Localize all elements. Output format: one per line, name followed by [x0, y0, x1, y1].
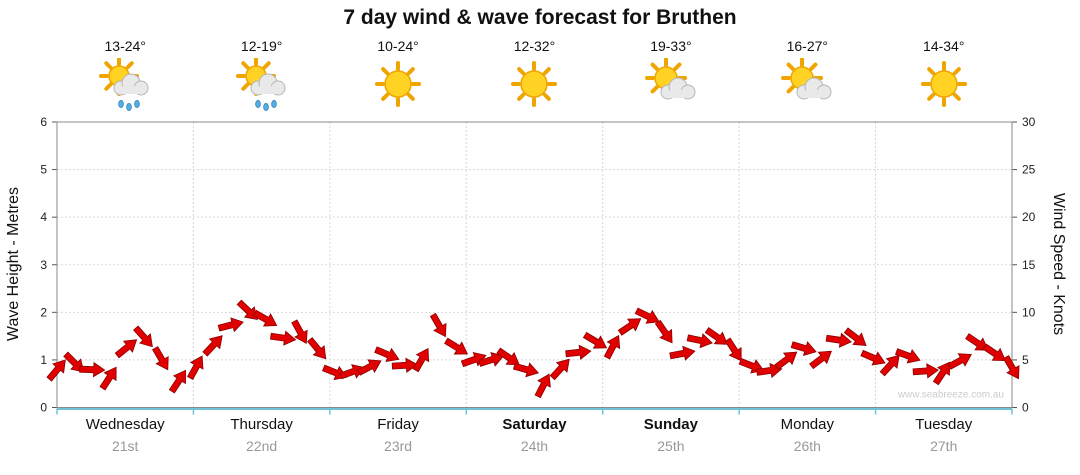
svg-text:5: 5: [40, 163, 47, 177]
temperature-range: 13-24°: [104, 38, 146, 54]
svg-text:4: 4: [40, 210, 47, 224]
day-label: Thursday 22nd: [193, 416, 329, 454]
svg-text:25: 25: [1022, 163, 1036, 177]
day-date: 22nd: [246, 438, 278, 454]
day-name: Sunday: [643, 416, 698, 433]
sun-cloud-icon: [644, 58, 696, 100]
svg-text:6: 6: [40, 115, 47, 129]
sun-icon: [375, 61, 422, 107]
temperature-range: 16-27°: [786, 38, 829, 54]
temperature-range: 10-24°: [377, 38, 419, 54]
svg-text:1: 1: [40, 353, 47, 367]
svg-text:30: 30: [1022, 115, 1036, 129]
temperature-range: 14-34°: [923, 38, 965, 54]
wave-wind-chart: 0 1 2 3 4 5 6 0 5 10 15 20 25 30 www.seabreeze.com.au: [40, 115, 1036, 415]
day-date: 25th: [657, 438, 685, 454]
sun-cloud-rain-icon: [235, 58, 286, 112]
sun-icon: [511, 61, 558, 107]
forecast-row: 13-24° 12-19° 10-24° 12-32° 19-33° 16-27° 14-3…: [57, 38, 1012, 112]
forecast-day-column: 13-24°: [57, 38, 193, 112]
svg-text:5: 5: [1022, 353, 1029, 367]
day-label: Wednesday 21st: [57, 416, 193, 454]
svg-text:2: 2: [40, 305, 47, 319]
day-name: Saturday: [502, 416, 567, 433]
day-label: Tuesday 27th: [876, 416, 1012, 454]
forecast-day-column: 16-27°: [739, 38, 875, 112]
temperature-range: 12-19°: [240, 38, 283, 54]
svg-text:20: 20: [1022, 210, 1036, 224]
svg-text:3: 3: [40, 258, 47, 272]
day-date: 21st: [111, 438, 139, 454]
day-label: Sunday 25th: [603, 416, 739, 454]
svg-text:0: 0: [1022, 401, 1029, 415]
svg-text:www.seabreeze.com.au: www.seabreeze.com.au: [897, 390, 1004, 401]
forecast-day-column: 12-32°: [466, 38, 602, 112]
day-date: 23rd: [384, 438, 413, 454]
forecast-day-column: 19-33°: [603, 38, 739, 112]
sun-icon: [920, 61, 967, 107]
svg-text:15: 15: [1022, 258, 1036, 272]
day-name: Friday: [377, 416, 419, 433]
day-date: 26th: [793, 438, 821, 454]
forecast-day-column: 12-19°: [193, 38, 329, 112]
svg-text:0: 0: [40, 401, 47, 415]
day-label: Monday 26th: [739, 416, 875, 454]
day-name: Wednesday: [85, 416, 165, 433]
day-date: 27th: [930, 438, 958, 454]
forecast-day-column: 14-34°: [876, 38, 1012, 112]
svg-text:10: 10: [1022, 305, 1036, 319]
day-date: 24th: [520, 438, 549, 454]
day-label: Saturday 24th: [466, 416, 602, 454]
sun-cloud-icon: [781, 58, 832, 100]
day-name: Tuesday: [915, 416, 973, 433]
temperature-range: 12-32°: [513, 38, 556, 54]
page-title: 7 day wind & wave forecast for Bruthen: [343, 6, 737, 29]
day-label: Friday 23rd: [330, 416, 466, 454]
day-name: Monday: [780, 416, 834, 433]
day-labels: Wednesday 21st Thursday 22nd Friday 23rd Satur…: [57, 416, 1012, 454]
forecast-day-column: 10-24°: [330, 38, 466, 112]
sun-cloud-rain-icon: [99, 58, 149, 112]
temperature-range: 19-33°: [650, 38, 692, 54]
day-name: Thursday: [230, 416, 293, 433]
